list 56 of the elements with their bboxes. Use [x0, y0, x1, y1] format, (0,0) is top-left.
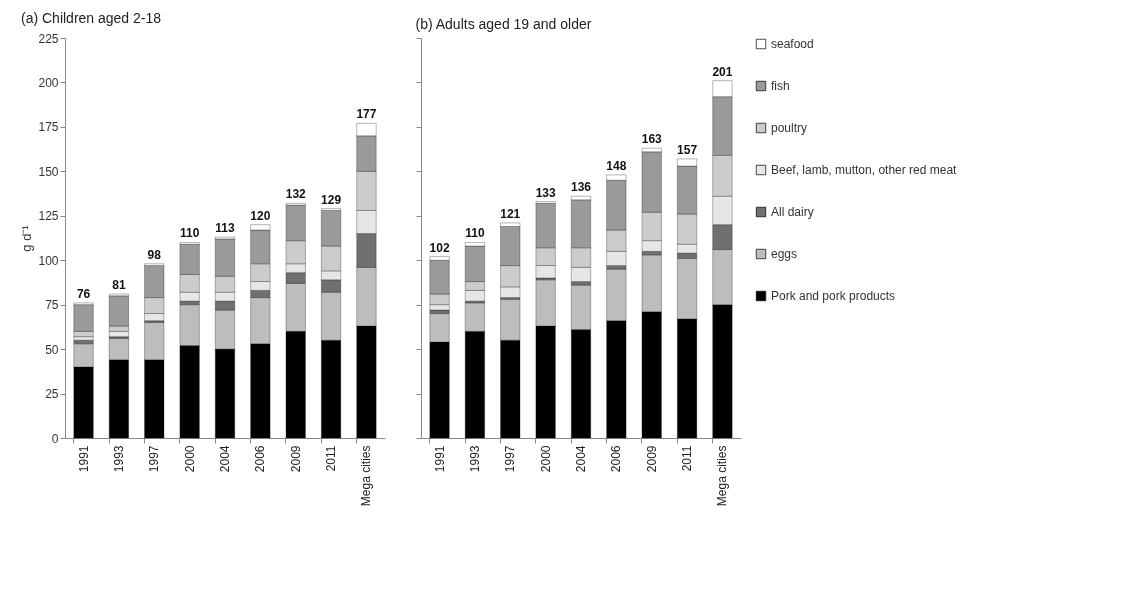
total-label: 148 [606, 158, 627, 173]
x-tick-label: 1991 [432, 445, 447, 473]
total-label: 133 [535, 185, 556, 200]
x-tick-label: 2011 [680, 445, 695, 472]
total-label: 129 [321, 192, 342, 207]
legend-label: eggs [771, 247, 798, 261]
total-label: 113 [215, 221, 236, 236]
total-label: 120 [250, 208, 271, 223]
y-tick-label: 0 [51, 431, 59, 446]
y-tick-label: 175 [38, 120, 59, 135]
legend-label: Beef, lamb, mutton, other red meat [771, 163, 958, 177]
y-tick-label: 100 [38, 253, 59, 268]
x-tick-label: 2006 [253, 445, 268, 473]
total-label: 121 [500, 206, 521, 221]
y-tick-label: 50 [45, 342, 59, 357]
total-label: 110 [465, 226, 485, 241]
legend-label: seafood [771, 37, 814, 51]
legend-label: Pork and pork products [771, 289, 896, 303]
x-tick-label: Mega cities [359, 445, 374, 507]
y-tick-label: 25 [45, 387, 59, 402]
x-tick-label: 1993 [467, 445, 482, 473]
x-tick-label: 1997 [503, 445, 518, 473]
x-tick-label: 1991 [76, 445, 91, 473]
x-tick-label: 2009 [288, 445, 303, 473]
y-axis-title: g d⁻¹ [19, 224, 35, 252]
total-label: 177 [356, 107, 377, 122]
chart-title: (a) Children aged 2-18 [20, 10, 162, 26]
x-tick-label: 2006 [609, 445, 624, 473]
x-tick-label: Mega cities [715, 445, 730, 507]
total-label: 110 [179, 226, 200, 241]
total-label: 163 [641, 132, 663, 147]
y-tick-label: 150 [38, 164, 59, 179]
total-label: 157 [677, 142, 698, 157]
x-tick-label: 2000 [538, 445, 553, 473]
x-tick-label: 2009 [644, 445, 659, 473]
y-tick-label: 75 [45, 298, 59, 313]
total-label: 136 [570, 180, 592, 195]
total-label: 81 [112, 278, 126, 292]
total-label: 76 [76, 286, 91, 301]
total-label: 132 [285, 187, 307, 202]
total-label: 102 [429, 240, 450, 255]
legend-label: poultry [771, 121, 808, 135]
x-tick-label: 2000 [182, 445, 197, 473]
y-tick-label: 225 [38, 31, 59, 46]
legend-label: All dairy [771, 205, 814, 219]
chart-title: (b) Adults aged 19 and older [415, 15, 592, 32]
x-tick-label: 1993 [111, 445, 126, 473]
total-label: 98 [147, 247, 162, 262]
x-tick-label: 2004 [218, 445, 232, 473]
x-tick-label: 2011 [324, 445, 339, 472]
y-tick-label: 200 [38, 75, 59, 90]
legend-label: fish [771, 79, 790, 93]
y-tick-label: 125 [38, 209, 59, 224]
total-label: 201 [712, 64, 733, 79]
x-tick-label: 2004 [574, 445, 588, 473]
x-tick-label: 1997 [147, 445, 162, 473]
